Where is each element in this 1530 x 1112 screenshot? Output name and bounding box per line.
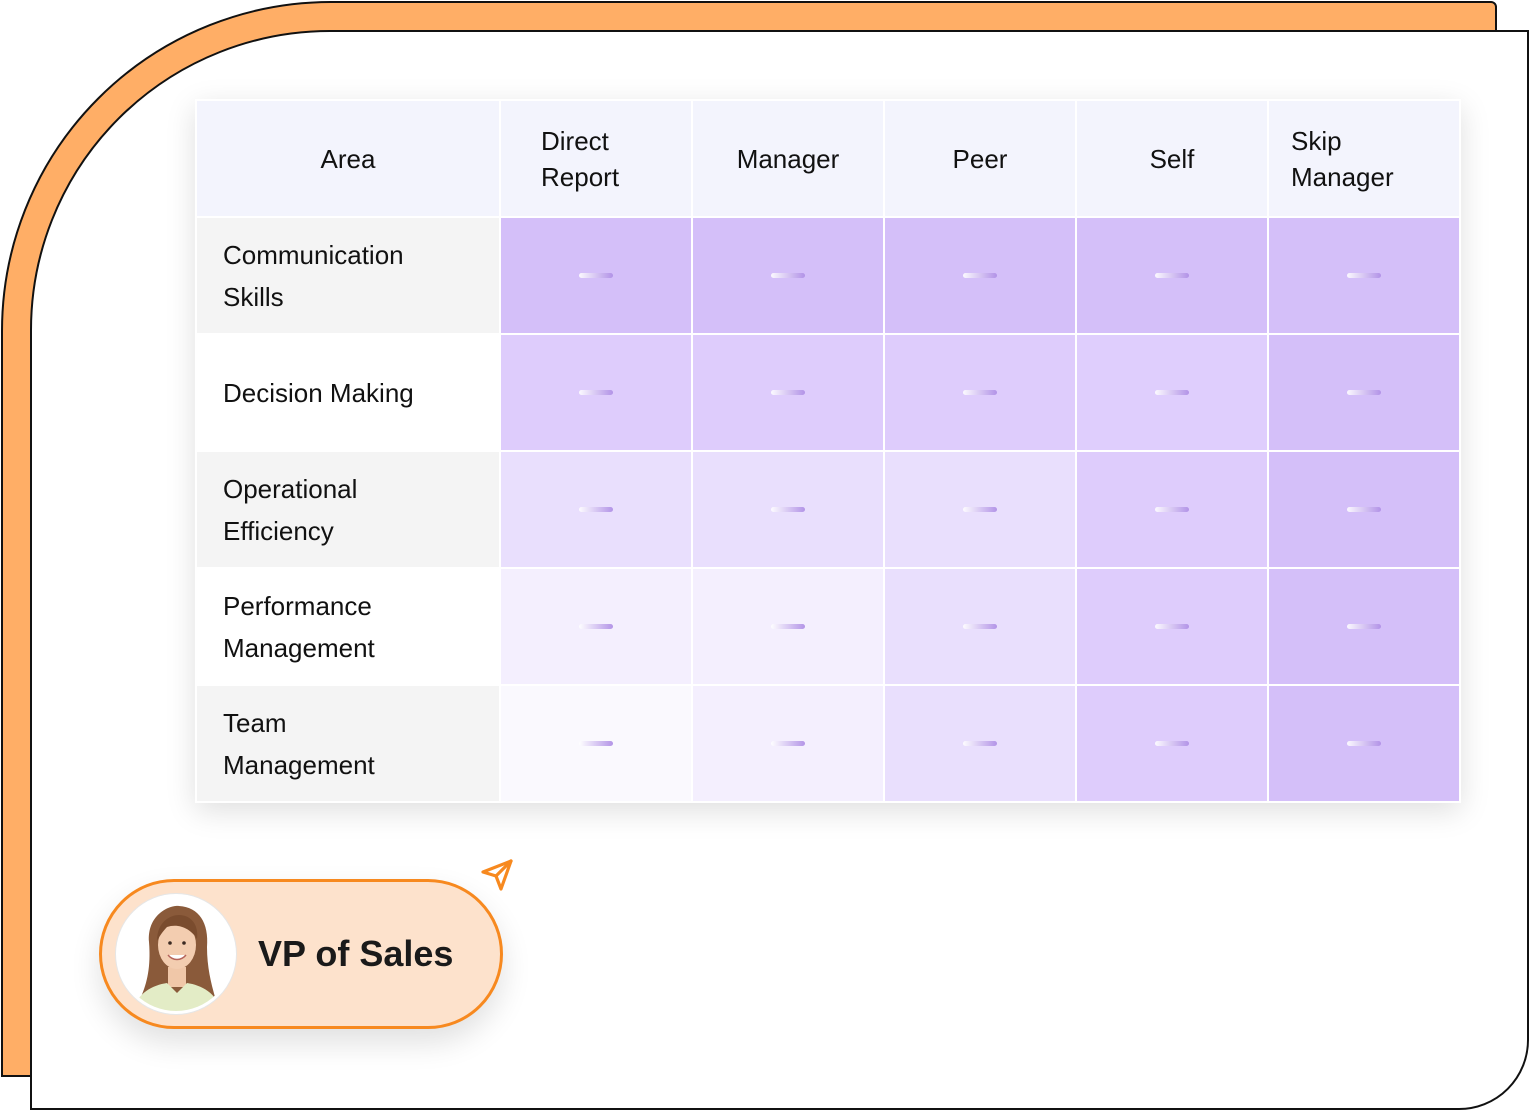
row-label-communication-skills: Communication Skills [197, 218, 499, 333]
rating-cell [501, 335, 691, 450]
value-dash [579, 273, 613, 278]
value-dash [1155, 390, 1189, 395]
value-dash [579, 624, 613, 629]
value-dash [1155, 741, 1189, 746]
rating-cell [1077, 686, 1267, 801]
column-header-manager: Manager [693, 101, 883, 216]
column-header-skip-manager: Skip Manager [1269, 101, 1459, 216]
value-dash [1155, 273, 1189, 278]
value-dash [771, 273, 805, 278]
value-dash [771, 741, 805, 746]
rating-cell [501, 452, 691, 567]
rating-cell [885, 218, 1075, 333]
column-header-area: Area [197, 101, 499, 216]
value-dash [1347, 273, 1381, 278]
value-dash [1155, 507, 1189, 512]
rating-cell [885, 335, 1075, 450]
rating-cell [693, 218, 883, 333]
send-arrow-icon [481, 859, 513, 891]
rating-cell [1269, 218, 1459, 333]
rating-cell [885, 452, 1075, 567]
value-dash [771, 390, 805, 395]
value-dash [1155, 624, 1189, 629]
rating-cell [501, 218, 691, 333]
row-label-performance-management: Performance Management [197, 569, 499, 684]
rating-cell [885, 686, 1075, 801]
value-dash [1347, 390, 1381, 395]
value-dash [579, 390, 613, 395]
woman-avatar-icon [116, 894, 236, 1014]
rating-cell [1269, 452, 1459, 567]
rating-cell [693, 335, 883, 450]
value-dash [963, 507, 997, 512]
rating-cell [885, 569, 1075, 684]
column-header-direct-report: Direct Report [501, 101, 691, 216]
rating-cell [1269, 686, 1459, 801]
rating-cell [501, 686, 691, 801]
value-dash [1347, 507, 1381, 512]
rating-cell [1077, 218, 1267, 333]
row-label-team-management: Team Management [197, 686, 499, 801]
value-dash [771, 624, 805, 629]
rating-cell [693, 452, 883, 567]
value-dash [579, 507, 613, 512]
rating-cell [1269, 569, 1459, 684]
role-badge[interactable]: VP of Sales [99, 879, 503, 1029]
value-dash [963, 273, 997, 278]
rating-cell [1077, 569, 1267, 684]
column-header-self: Self [1077, 101, 1267, 216]
feedback-heatmap-table: Area Direct Report Manager Peer Self Ski… [195, 99, 1461, 803]
value-dash [1347, 624, 1381, 629]
value-dash [579, 741, 613, 746]
value-dash [771, 507, 805, 512]
value-dash [963, 624, 997, 629]
value-dash [1347, 741, 1381, 746]
badge-title: VP of Sales [258, 933, 454, 974]
row-label-decision-making: Decision Making [197, 335, 499, 450]
value-dash [963, 390, 997, 395]
rating-cell [1077, 335, 1267, 450]
rating-cell [1269, 335, 1459, 450]
rating-cell [501, 569, 691, 684]
row-label-operational-efficiency: Operational Efficiency [197, 452, 499, 567]
column-header-peer: Peer [885, 101, 1075, 216]
rating-cell [693, 569, 883, 684]
rating-cell [1077, 452, 1267, 567]
value-dash [963, 741, 997, 746]
rating-cell [693, 686, 883, 801]
